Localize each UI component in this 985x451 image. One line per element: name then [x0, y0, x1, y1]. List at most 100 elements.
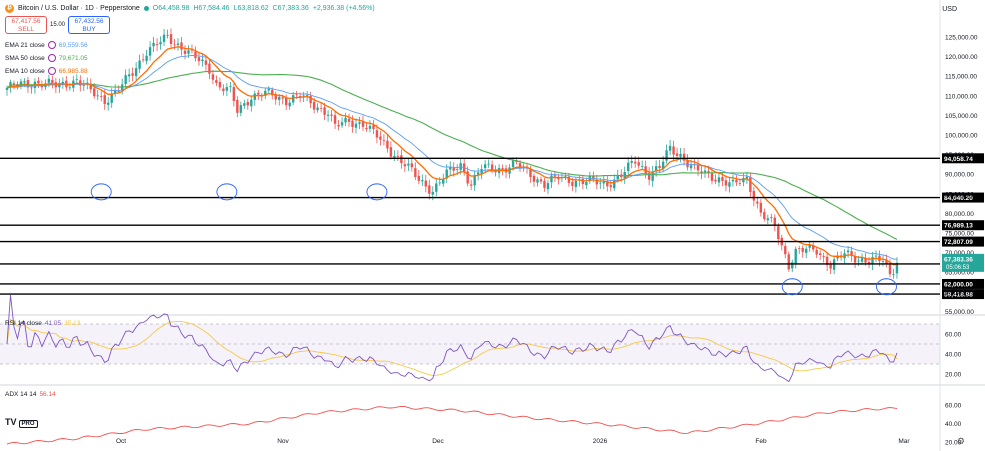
level-label: 72,807.09 [944, 239, 973, 246]
candle-body [717, 177, 721, 183]
candle-body [871, 257, 874, 265]
candle-body [309, 95, 312, 104]
legend-ema21[interactable]: EMA 21 close 69,559.56 [5, 41, 88, 49]
candle-body [187, 50, 190, 54]
candle-body [389, 147, 393, 157]
low-circle [781, 278, 803, 296]
candle-body [724, 180, 728, 186]
candle-body [599, 182, 602, 184]
candle-body [825, 256, 829, 266]
candle-body [382, 139, 386, 141]
level-label-bg [942, 278, 984, 289]
symbol-title[interactable]: Bitcoin / U.S. Dollar · 1D · Pepperstone [18, 5, 140, 12]
candle-body [169, 34, 173, 44]
candle-body [456, 169, 459, 171]
candle-body [424, 180, 427, 187]
level-label: 59,418.98 [944, 292, 973, 299]
candle-body [553, 175, 557, 177]
tradingview-logo[interactable]: TV PRO [5, 417, 38, 428]
level-label-bg [942, 153, 984, 164]
sma50-value: 79,671.05 [58, 54, 88, 62]
candle-body [735, 179, 738, 183]
candle-body [96, 95, 99, 97]
settings-icon[interactable]: ⚙ [956, 436, 965, 446]
candle-body [89, 83, 92, 90]
legend-ema10[interactable]: EMA 10 close 66,985.88 [5, 67, 88, 75]
candle-body [811, 245, 815, 250]
candle-body [428, 185, 431, 194]
candle-body [107, 102, 110, 105]
ema21-label: EMA 21 close [5, 41, 45, 49]
legend-rsi[interactable]: RSI 14 close 41.05 35.13 [5, 320, 80, 327]
candle-body [340, 122, 344, 126]
trade-panel: 67,417.56 SELL 15.00 67,432.56 BUY [5, 16, 111, 34]
candle-body [372, 125, 375, 130]
price-tick-label: 60,000.00 [945, 289, 974, 296]
candle-body [466, 171, 469, 184]
candle-body [312, 101, 316, 110]
ohlc-open: O64,458.98 [152, 5, 190, 12]
currency-label[interactable]: USD [942, 6, 957, 13]
candle-body [30, 87, 33, 89]
candle-body [536, 179, 539, 183]
candle-body [731, 179, 735, 182]
sell-button[interactable]: 67,417.56 SELL [5, 16, 47, 34]
visibility-icon[interactable] [47, 41, 56, 49]
visibility-icon[interactable] [47, 54, 56, 62]
candle-body [539, 179, 543, 182]
candle-body [689, 165, 693, 169]
candle-body [770, 217, 773, 219]
candle-body [323, 107, 326, 115]
candle-body [616, 175, 619, 180]
candle-body [354, 123, 358, 128]
ema10-value: 66,985.88 [58, 67, 88, 75]
candle-body [23, 81, 26, 83]
rsi-tick-label: 40.00 [945, 352, 962, 359]
candle-body [759, 202, 763, 213]
visibility-icon[interactable] [47, 67, 56, 75]
candle-body [623, 171, 626, 179]
candle-body [5, 87, 9, 90]
candle-body [449, 166, 452, 170]
candle-body [358, 122, 361, 124]
candle-body [815, 249, 818, 255]
ohlc-high: H67,584.46 [193, 5, 230, 12]
candle-body [511, 160, 515, 167]
candle-body [264, 90, 267, 96]
candle-body [379, 136, 382, 140]
legend-sma50[interactable]: SMA 50 close 79,671.05 [5, 54, 88, 62]
price-tick-label: 110,000.00 [945, 93, 977, 100]
date-tick-label: Oct [116, 438, 126, 445]
candle-body [895, 262, 899, 274]
candle-body [627, 162, 630, 171]
date-tick-label: 2026 [593, 438, 608, 445]
candle-body [267, 88, 270, 91]
candle-body [326, 114, 330, 116]
candle-body [853, 256, 857, 263]
candle-body [110, 93, 113, 103]
candle-body [801, 247, 804, 252]
ohlc-close: C67,383.36 [272, 5, 309, 12]
candle-body [756, 201, 759, 204]
candle-body [658, 165, 661, 169]
candle-body [892, 274, 895, 276]
candle-body [442, 179, 445, 184]
buy-button[interactable]: 67,432.56 BUY [68, 16, 111, 34]
candle-body [410, 163, 414, 168]
price-tick-label: 55,000.00 [945, 309, 974, 316]
candle-body [75, 79, 78, 81]
level-label-bg [942, 289, 984, 300]
candle-body [808, 244, 811, 248]
candle-body [344, 117, 347, 123]
candle-body [347, 118, 351, 122]
legend-adx[interactable]: ADX 14 14 56.14 [5, 391, 56, 398]
candle-body [675, 153, 679, 156]
candle-body [194, 51, 197, 59]
candle-body [749, 176, 752, 192]
candle-body [822, 256, 825, 257]
candle-body [305, 94, 309, 96]
candle-body [459, 163, 462, 170]
candle-body [745, 176, 749, 179]
candle-body [728, 182, 731, 187]
